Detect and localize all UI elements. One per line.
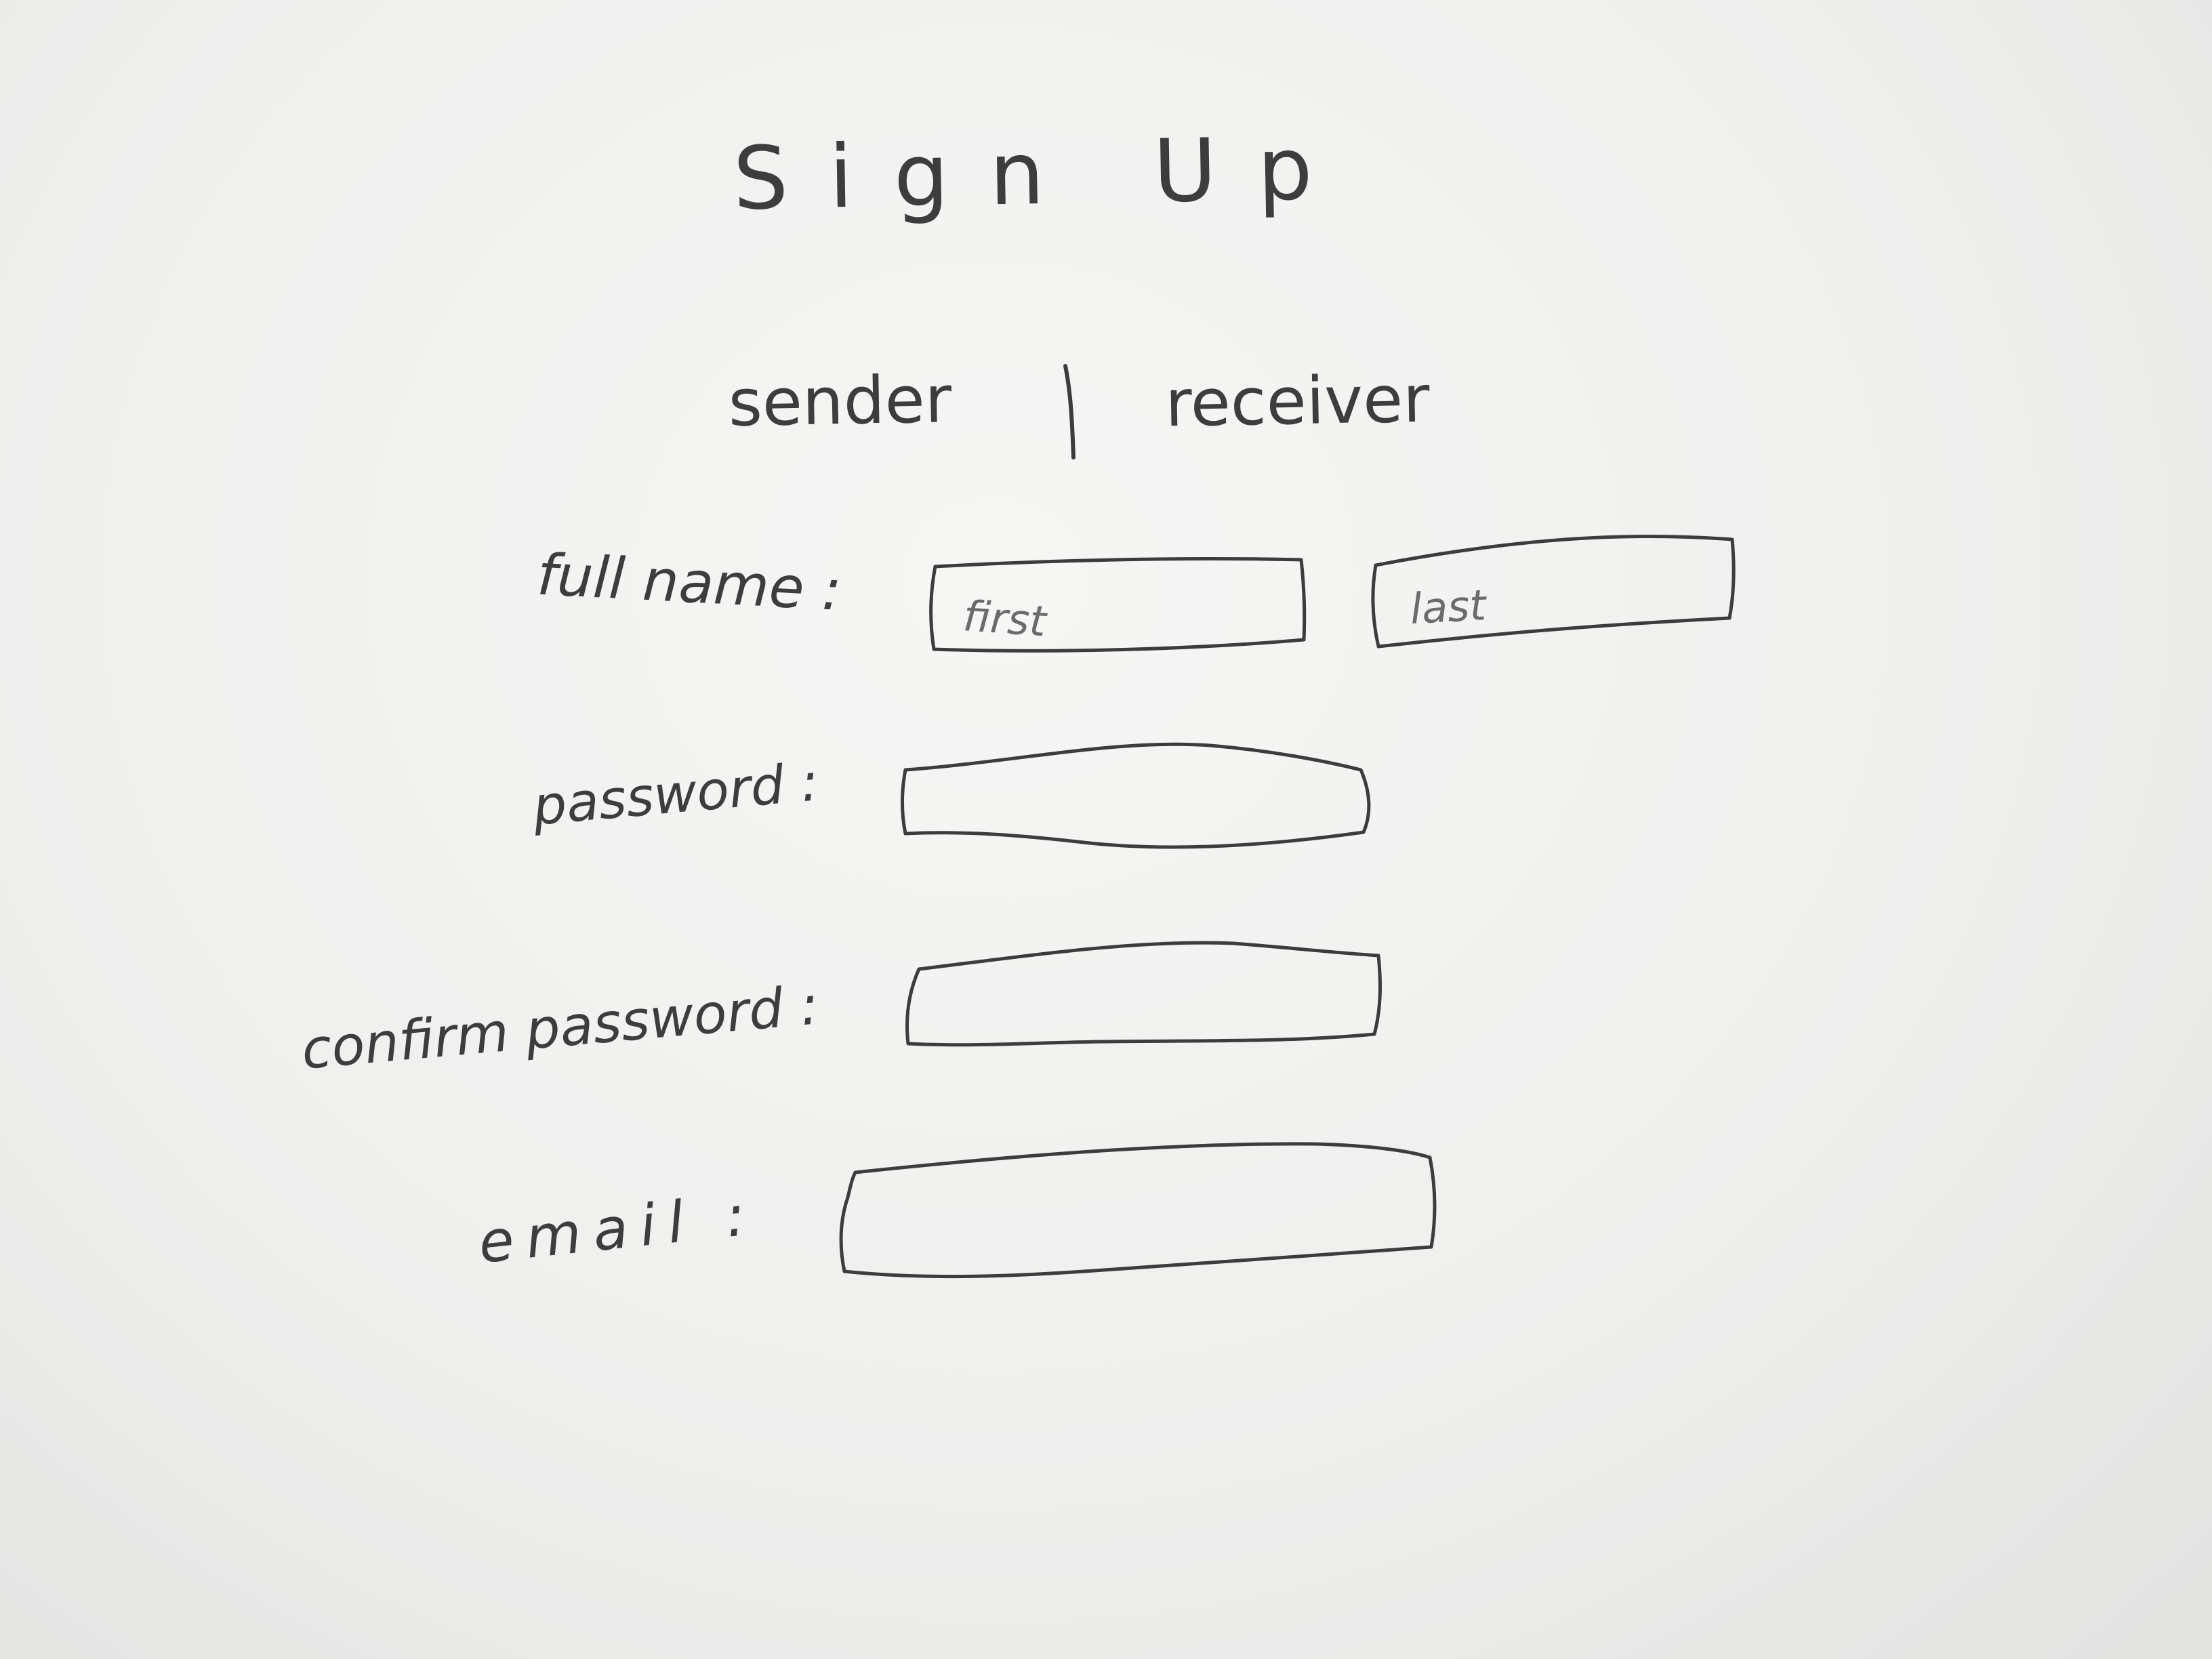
password-hit[interactable] <box>900 741 1374 854</box>
password-input[interactable] <box>900 741 1374 854</box>
last-name-input[interactable]: last <box>1370 533 1736 649</box>
email-hit[interactable] <box>839 1141 1439 1282</box>
confirm-password-box <box>905 941 1382 1047</box>
email-input[interactable] <box>839 1141 1439 1282</box>
password-box <box>901 742 1371 849</box>
first-name-input[interactable]: first <box>929 556 1307 655</box>
first-name-placeholder: first <box>962 591 1050 647</box>
last-name-box <box>1371 534 1736 649</box>
full-name-label: full name : <box>535 541 843 623</box>
confirm-password-label: confirm password : <box>299 973 821 1081</box>
page-title: Sign Up <box>733 118 1354 230</box>
password-label: password : <box>530 752 821 838</box>
confirm-password-input[interactable] <box>904 939 1385 1050</box>
confirm-password-hit[interactable] <box>904 939 1385 1050</box>
tab-receiver[interactable]: receiver <box>1164 361 1431 442</box>
email-label: email : <box>475 1181 760 1276</box>
tab-divider <box>1063 364 1076 459</box>
tab-sender[interactable]: sender <box>728 361 953 441</box>
email-box <box>839 1142 1437 1279</box>
first-name-box <box>929 556 1307 653</box>
last-name-placeholder: last <box>1409 580 1489 634</box>
